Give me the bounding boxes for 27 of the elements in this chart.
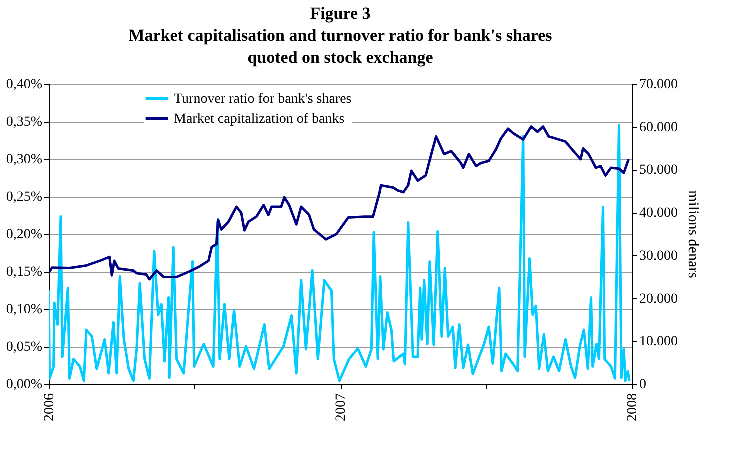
y2-tick-label: 0: [640, 378, 646, 392]
y-tick-label: 0,30%: [6, 152, 43, 168]
y-tick-label: 0,05%: [6, 340, 43, 355]
line-series: [49, 126, 630, 281]
line-series: [49, 124, 631, 382]
x-tick-label: 2007: [334, 394, 349, 422]
y-tick-label: 0,00%: [6, 378, 43, 392]
y2-tick-label: 10.000: [640, 334, 678, 350]
y-tick-label: 0,20%: [6, 228, 43, 242]
y-tick-label: 0,10%: [6, 302, 43, 318]
y2-tick-label: 30.000: [640, 248, 678, 264]
y2-tick-label: 60.000: [640, 120, 678, 136]
y-tick-label: 0,35%: [6, 115, 43, 130]
chart-subtitle: Market capitalisation and turnover ratio for bank's shares quoted on stock exchange: [128, 26, 553, 67]
y-tick-label: 0,15%: [6, 265, 43, 280]
legend-label: Market capitalization of banks: [174, 112, 345, 127]
y2-tick-label: 50.000: [640, 163, 678, 178]
legend-label: Turnover ratio for bank's shares: [174, 92, 352, 107]
x-tick-label: 2008: [626, 394, 640, 422]
y-tick-label: 0,25%: [6, 190, 43, 205]
chart-title: Figure 3: [310, 4, 371, 23]
x-tick-label: 2006: [42, 394, 58, 422]
y2-axis-title: milions denars: [685, 190, 701, 279]
y2-tick-label: 40.000: [640, 206, 678, 222]
y2-tick-label: 20.000: [640, 292, 678, 307]
y2-tick-label: 70.000: [640, 78, 678, 92]
y-tick-label: 0,40%: [6, 78, 43, 92]
